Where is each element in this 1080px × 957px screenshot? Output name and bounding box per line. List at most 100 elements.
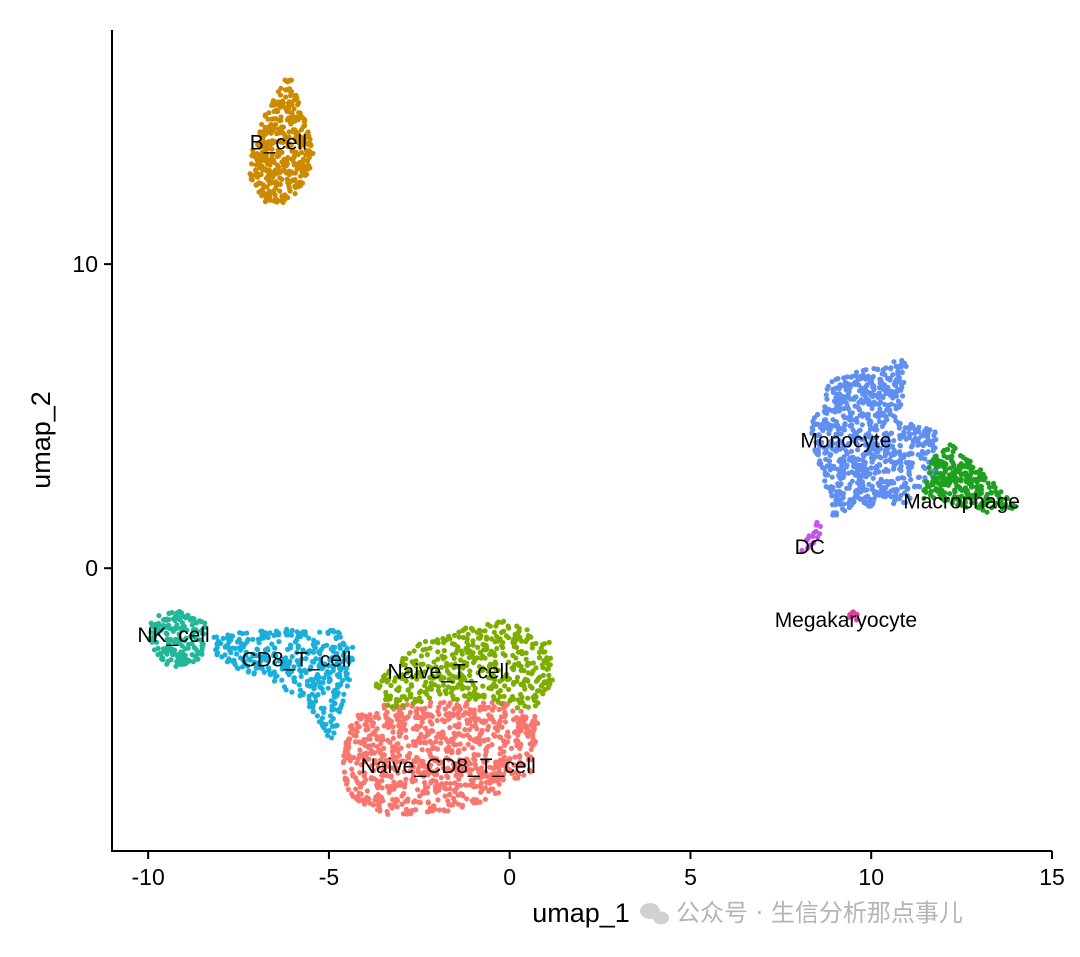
data-point xyxy=(422,734,428,740)
data-point xyxy=(824,463,830,469)
data-point xyxy=(456,730,462,737)
data-point xyxy=(310,681,316,688)
data-point xyxy=(198,619,205,625)
data-point xyxy=(482,628,488,634)
data-point xyxy=(942,469,948,475)
data-point xyxy=(512,775,518,781)
data-point xyxy=(862,392,868,399)
data-point xyxy=(502,710,508,716)
data-point xyxy=(837,401,843,407)
data-point xyxy=(214,649,220,656)
data-point xyxy=(434,668,440,674)
data-point xyxy=(276,658,282,664)
data-point xyxy=(341,691,347,697)
data-point xyxy=(412,714,419,721)
data-point xyxy=(350,644,356,650)
data-point xyxy=(846,504,853,511)
data-point xyxy=(377,750,383,756)
data-point xyxy=(265,124,271,130)
data-point xyxy=(496,706,502,713)
data-point xyxy=(436,704,442,710)
data-point xyxy=(429,808,436,814)
data-point xyxy=(240,664,246,670)
data-point xyxy=(344,779,350,785)
data-point xyxy=(372,714,378,720)
data-point xyxy=(267,630,273,636)
data-point xyxy=(375,764,382,771)
data-point xyxy=(958,461,964,467)
data-point xyxy=(171,639,177,645)
data-point xyxy=(842,415,848,421)
x-tick-label: 15 xyxy=(1039,864,1065,890)
data-point xyxy=(359,739,365,746)
data-point xyxy=(491,629,497,635)
data-point xyxy=(401,694,407,700)
data-point xyxy=(437,691,443,697)
data-point xyxy=(495,690,501,696)
data-point xyxy=(274,197,280,203)
data-point xyxy=(442,706,448,712)
data-point xyxy=(281,124,287,130)
data-point xyxy=(893,393,900,399)
data-point xyxy=(265,646,271,652)
data-point xyxy=(499,677,505,683)
data-point xyxy=(883,447,889,453)
data-point xyxy=(484,758,490,764)
data-point xyxy=(526,660,533,667)
data-point xyxy=(892,389,898,395)
data-point xyxy=(304,682,310,688)
data-point xyxy=(250,636,256,643)
data-point xyxy=(279,149,285,156)
data-point xyxy=(448,689,454,696)
data-point xyxy=(488,636,495,642)
data-point xyxy=(817,531,823,537)
data-point xyxy=(277,181,283,187)
data-point xyxy=(970,464,976,471)
data-point xyxy=(455,792,461,798)
data-point xyxy=(467,772,473,778)
data-point xyxy=(194,629,200,635)
data-point xyxy=(278,85,284,91)
data-point xyxy=(389,704,395,710)
data-point xyxy=(877,454,883,460)
data-point xyxy=(841,399,847,405)
data-point xyxy=(283,94,289,100)
data-point xyxy=(495,619,501,625)
data-point xyxy=(427,738,433,745)
data-point xyxy=(446,711,452,717)
data-point xyxy=(293,151,299,158)
data-point xyxy=(313,698,319,704)
data-point xyxy=(461,626,468,632)
data-point xyxy=(358,762,364,768)
x-tick-label: -10 xyxy=(132,864,165,890)
data-point xyxy=(851,499,857,505)
data-point xyxy=(159,654,165,661)
data-point xyxy=(306,635,312,641)
data-point xyxy=(474,738,480,745)
data-point xyxy=(866,481,872,487)
data-point xyxy=(277,92,284,98)
data-point xyxy=(984,491,991,497)
data-point xyxy=(325,685,331,691)
data-point xyxy=(436,807,443,813)
x-tick-label: 0 xyxy=(503,864,516,890)
y-tick-label: 10 xyxy=(72,251,98,277)
data-point xyxy=(401,768,407,775)
data-point xyxy=(399,758,405,764)
data-point xyxy=(832,407,838,413)
data-point xyxy=(447,791,453,797)
data-point xyxy=(811,539,817,546)
data-point xyxy=(892,498,898,504)
data-point xyxy=(407,692,413,698)
data-point xyxy=(871,488,877,494)
data-point xyxy=(381,761,387,768)
data-point xyxy=(292,178,298,184)
data-point xyxy=(831,510,837,516)
data-point xyxy=(453,650,459,656)
data-point xyxy=(514,674,521,681)
data-point xyxy=(171,616,177,622)
data-point xyxy=(189,622,195,628)
data-point xyxy=(274,108,280,114)
data-point xyxy=(452,789,458,795)
data-point xyxy=(346,659,352,666)
